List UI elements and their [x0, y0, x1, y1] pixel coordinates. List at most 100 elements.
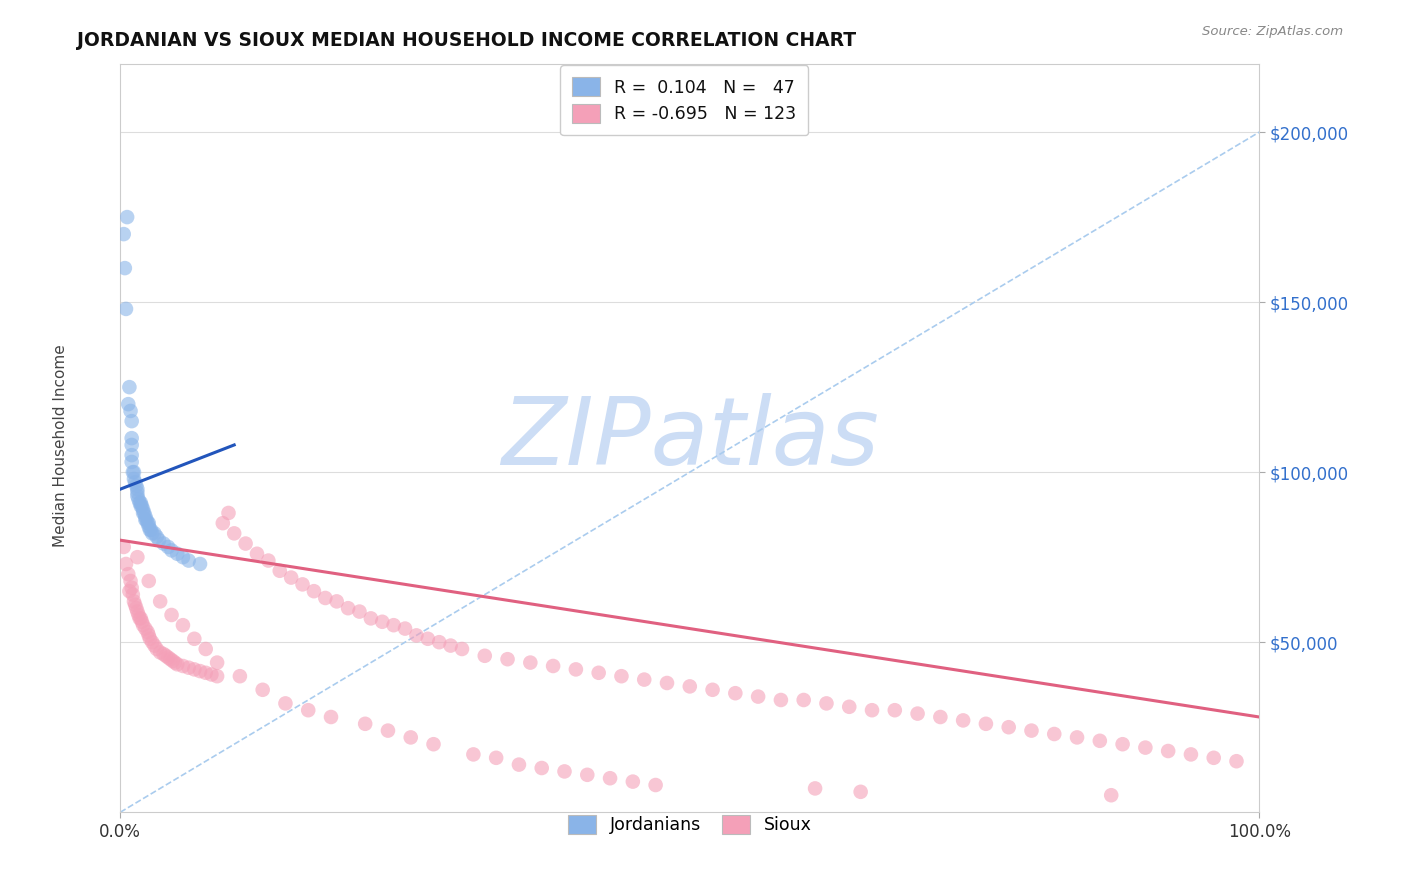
Point: [139, 632, 162, 646]
Point: [644, 778, 666, 792]
Point: [439, 639, 461, 653]
Point: [588, 665, 610, 680]
Point: [117, 397, 139, 411]
Point: [337, 601, 360, 615]
Point: [177, 661, 200, 675]
Point: [541, 659, 564, 673]
Point: [508, 757, 530, 772]
Point: [136, 516, 159, 531]
Point: [463, 747, 485, 762]
Point: [143, 526, 166, 541]
Point: [997, 720, 1019, 734]
Point: [145, 642, 167, 657]
Point: [121, 431, 143, 445]
Point: [422, 737, 444, 751]
Point: [1225, 754, 1247, 768]
Point: [172, 550, 194, 565]
Point: [172, 659, 194, 673]
Point: [349, 605, 371, 619]
Point: [183, 632, 205, 646]
Point: [128, 496, 150, 510]
Point: [132, 502, 155, 516]
Point: [134, 513, 156, 527]
Point: [134, 622, 156, 636]
Point: [793, 693, 815, 707]
Point: [519, 656, 541, 670]
Point: [553, 764, 575, 779]
Point: [139, 523, 162, 537]
Point: [166, 657, 188, 672]
Point: [121, 465, 143, 479]
Point: [496, 652, 519, 666]
Point: [194, 665, 217, 680]
Point: [162, 654, 184, 668]
Point: [838, 699, 860, 714]
Point: [200, 667, 222, 681]
Point: [257, 553, 280, 567]
Point: [1202, 751, 1225, 765]
Point: [121, 455, 143, 469]
Point: [129, 499, 152, 513]
Point: [121, 448, 143, 462]
Point: [128, 492, 150, 507]
Point: [382, 618, 405, 632]
Point: [132, 506, 155, 520]
Text: ZIPatlas: ZIPatlas: [501, 392, 879, 483]
Point: [1111, 737, 1133, 751]
Point: [354, 716, 377, 731]
Point: [128, 607, 150, 622]
Point: [1180, 747, 1202, 762]
Point: [405, 628, 427, 642]
Point: [138, 516, 160, 531]
Point: [121, 414, 143, 428]
Point: [235, 536, 257, 550]
Point: [115, 301, 138, 316]
Text: JORDANIAN VS SIOUX MEDIAN HOUSEHOLD INCOME CORRELATION CHART: JORDANIAN VS SIOUX MEDIAN HOUSEHOLD INCO…: [77, 31, 856, 50]
Point: [804, 781, 827, 796]
Point: [139, 523, 162, 537]
Point: [141, 526, 163, 541]
Point: [118, 584, 141, 599]
Point: [120, 404, 142, 418]
Point: [1088, 734, 1111, 748]
Point: [152, 536, 174, 550]
Point: [121, 438, 143, 452]
Point: [127, 485, 149, 500]
Point: [610, 669, 633, 683]
Point: [929, 710, 952, 724]
Point: [152, 647, 174, 661]
Point: [702, 682, 724, 697]
Point: [155, 648, 177, 663]
Point: [127, 489, 149, 503]
Point: [224, 526, 246, 541]
Point: [177, 553, 200, 567]
Point: [122, 594, 145, 608]
Point: [127, 605, 149, 619]
Point: [252, 682, 274, 697]
Point: [157, 650, 180, 665]
Point: [297, 703, 319, 717]
Point: [134, 506, 156, 520]
Point: [655, 676, 678, 690]
Point: [194, 642, 217, 657]
Point: [427, 635, 450, 649]
Point: [849, 785, 872, 799]
Point: [127, 550, 149, 565]
Point: [112, 540, 135, 554]
Point: [907, 706, 929, 721]
Point: [576, 768, 599, 782]
Point: [860, 703, 883, 717]
Point: [125, 479, 148, 493]
Point: [122, 465, 145, 479]
Point: [1099, 789, 1122, 803]
Point: [360, 611, 382, 625]
Point: [394, 622, 416, 636]
Point: [205, 656, 228, 670]
Point: [769, 693, 792, 707]
Point: [205, 669, 228, 683]
Point: [163, 656, 186, 670]
Point: [269, 564, 291, 578]
Point: [183, 662, 205, 676]
Point: [145, 530, 167, 544]
Point: [132, 618, 155, 632]
